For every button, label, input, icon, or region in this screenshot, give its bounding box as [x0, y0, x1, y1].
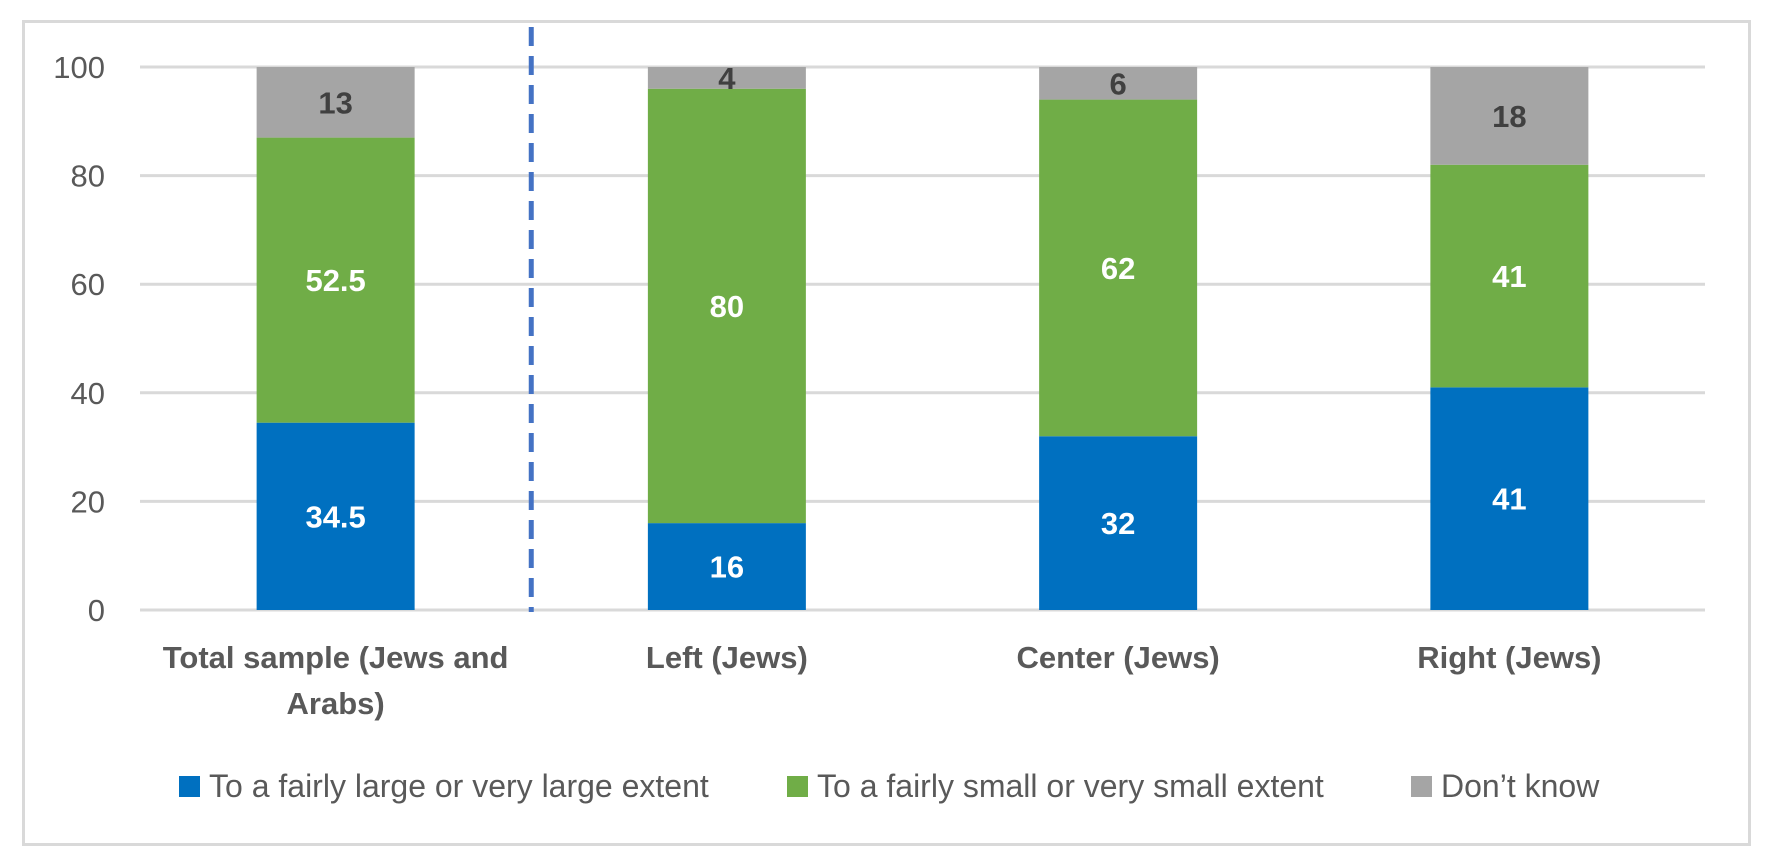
- data-label: 80: [710, 289, 744, 324]
- y-tick-label: 100: [53, 50, 105, 85]
- bar-segment: [1430, 387, 1589, 610]
- data-label: 52.5: [305, 263, 365, 298]
- bar-segment: [647, 67, 806, 89]
- category-label: Arabs): [287, 686, 385, 721]
- bar-segment: [647, 88, 806, 524]
- category-label: Right (Jews): [1417, 640, 1601, 675]
- data-label: 62: [1101, 251, 1135, 286]
- y-tick-label: 20: [71, 484, 105, 519]
- legend-swatch: [179, 776, 200, 797]
- category-label: Left (Jews): [646, 640, 808, 675]
- bar-segment: [1039, 436, 1198, 610]
- x-axis-categories: Total sample (Jews and Arabs) Left (Jews) C…: [163, 640, 1602, 721]
- data-label: 41: [1492, 482, 1526, 517]
- legend: To a fairly large or very large extent To…: [179, 768, 1600, 804]
- bars: [256, 67, 1589, 610]
- bar-segment: [1430, 164, 1589, 388]
- data-label: 4: [718, 61, 736, 96]
- data-label: 13: [318, 85, 352, 120]
- data-label: 32: [1101, 506, 1135, 541]
- data-label: 6: [1110, 66, 1127, 101]
- category-label: Total sample (Jews and: [163, 640, 509, 675]
- bar-segment: [256, 137, 415, 423]
- legend-entry: Don’t know: [1441, 768, 1600, 804]
- y-axis-ticks: 0 20 40 60 80 100: [53, 50, 105, 628]
- y-tick-label: 0: [88, 593, 105, 628]
- legend-entry: To a fairly small or very small extent: [817, 768, 1324, 804]
- y-tick-label: 60: [71, 267, 105, 302]
- bar-segment: [1039, 67, 1198, 100]
- y-tick-label: 40: [71, 376, 105, 411]
- legend-swatch: [1411, 776, 1432, 797]
- bar-segment: [256, 67, 415, 138]
- bar-segment: [647, 523, 806, 610]
- data-label: 34.5: [305, 499, 365, 534]
- bar-segment: [1039, 99, 1198, 437]
- data-label: 18: [1492, 99, 1526, 134]
- legend-swatch: [787, 776, 808, 797]
- bar-segment: [256, 422, 415, 610]
- data-label: 16: [710, 550, 744, 585]
- y-tick-label: 80: [71, 159, 105, 194]
- bar-segment: [1430, 67, 1589, 165]
- data-labels: 34.5 52.5 13 16 80 4 32 62 6 41 41 18: [305, 61, 1526, 585]
- data-label: 41: [1492, 259, 1526, 294]
- category-label: Center (Jews): [1016, 640, 1219, 675]
- legend-entry: To a fairly large or very large extent: [209, 768, 709, 804]
